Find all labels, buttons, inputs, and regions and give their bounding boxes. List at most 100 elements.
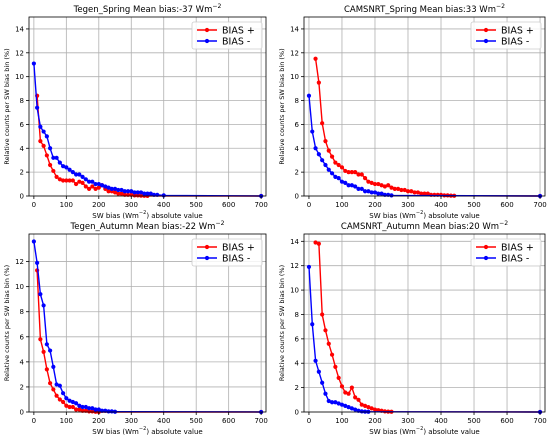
data-point [366, 179, 371, 184]
data-point [425, 191, 430, 196]
data-point [67, 167, 72, 172]
legend-marker [204, 255, 210, 261]
x-tick-label: 500 [190, 201, 203, 209]
y-tick-label: 4 [20, 145, 25, 153]
y-axis-label: Relative counts per SW bias bin (%) [278, 48, 286, 164]
x-tick-label: 300 [401, 201, 414, 209]
y-tick-label: 2 [295, 384, 299, 392]
data-point [389, 185, 394, 190]
x-tick-label: 0 [307, 417, 311, 425]
data-point [326, 398, 331, 404]
y-tick-label: 4 [295, 360, 300, 368]
legend-marker [204, 244, 210, 250]
data-point [359, 186, 364, 191]
data-point [313, 358, 318, 363]
data-point [353, 184, 358, 189]
data-point [316, 152, 321, 157]
legend-marker [204, 38, 210, 44]
y-tick-label: 6 [20, 121, 25, 129]
data-point [41, 349, 46, 354]
y-axis-label: Relative counts per SW bias bin (%) [3, 265, 11, 381]
data-point [70, 404, 75, 410]
data-point [129, 189, 134, 194]
data-point [316, 241, 321, 246]
y-tick-label: 12 [15, 258, 24, 266]
x-tick-label: 200 [92, 417, 105, 425]
data-point [349, 170, 354, 175]
data-point [336, 162, 341, 168]
data-point [38, 139, 43, 144]
x-tick-label: 200 [92, 201, 105, 209]
data-point [320, 121, 325, 126]
y-tick-label: 6 [20, 333, 25, 341]
data-point [57, 177, 62, 182]
data-point [336, 176, 341, 181]
data-point [349, 406, 354, 411]
x-tick-label: 600 [222, 201, 235, 209]
y-tick-label: 6 [295, 121, 300, 129]
data-point [346, 391, 351, 396]
y-tick-label: 12 [290, 262, 299, 270]
data-point [343, 180, 348, 185]
x-tick-label: 0 [307, 201, 311, 209]
y-tick-label: 4 [295, 145, 300, 153]
x-tick-label: 700 [533, 201, 546, 209]
y-tick-label: 8 [20, 97, 24, 105]
legend-box [470, 21, 542, 50]
legend-entry: BIAS - [222, 37, 250, 48]
data-point [323, 328, 328, 333]
chart-title: Tegen_Autumn Mean bias:-22 Wm−2 [70, 220, 225, 232]
data-point [57, 383, 62, 388]
data-point [349, 385, 354, 390]
series-line-bias-plus [314, 58, 541, 197]
data-point [359, 172, 364, 177]
y-tick-label: 0 [295, 193, 299, 201]
data-point [386, 183, 391, 188]
data-point [44, 342, 49, 347]
y-tick-label: 2 [20, 169, 24, 177]
data-point [320, 380, 325, 385]
data-point [38, 337, 43, 342]
data-point [142, 191, 147, 196]
data-point [48, 146, 53, 151]
x-tick-label: 500 [467, 201, 480, 209]
data-point [67, 404, 72, 410]
x-tick-label: 700 [533, 417, 546, 425]
data-point [80, 174, 85, 180]
x-tick-label: 200 [368, 201, 381, 209]
data-point [106, 409, 111, 414]
data-point [132, 193, 137, 198]
legend-entry: BIAS + [501, 26, 534, 37]
x-tick-label: 400 [434, 201, 447, 209]
data-point [48, 381, 53, 386]
y-tick-label: 10 [15, 283, 24, 291]
data-point [77, 403, 82, 408]
data-point [44, 367, 49, 372]
data-point [54, 393, 59, 398]
legend-marker [483, 27, 489, 33]
data-point [409, 189, 414, 194]
data-point [372, 190, 378, 195]
data-point [359, 409, 364, 414]
data-point [38, 292, 43, 297]
series-line-bias-plus [36, 270, 262, 413]
data-point [57, 160, 62, 165]
data-point [356, 186, 361, 191]
data-point [392, 186, 397, 191]
x-tick-label: 400 [157, 417, 170, 425]
chart-panel-2: 0 100 200 300 400 500 600 700 0 2 4 6 8 10 12 14 CAMSNRT… [278, 3, 547, 220]
data-point [119, 191, 124, 196]
data-point [54, 174, 59, 180]
y-tick-label: 4 [20, 358, 25, 366]
data-point [339, 179, 345, 184]
data-point [376, 181, 381, 187]
data-point [60, 164, 66, 169]
data-point [77, 179, 82, 184]
data-point [96, 185, 101, 190]
data-point [326, 341, 331, 346]
data-point [103, 184, 108, 189]
data-point [369, 406, 374, 411]
chart-panel-4: 0 100 200 300 400 500 600 700 0 2 4 6 8 10 12 14 CAMSNRT… [278, 220, 547, 436]
legend-marker [204, 27, 210, 33]
